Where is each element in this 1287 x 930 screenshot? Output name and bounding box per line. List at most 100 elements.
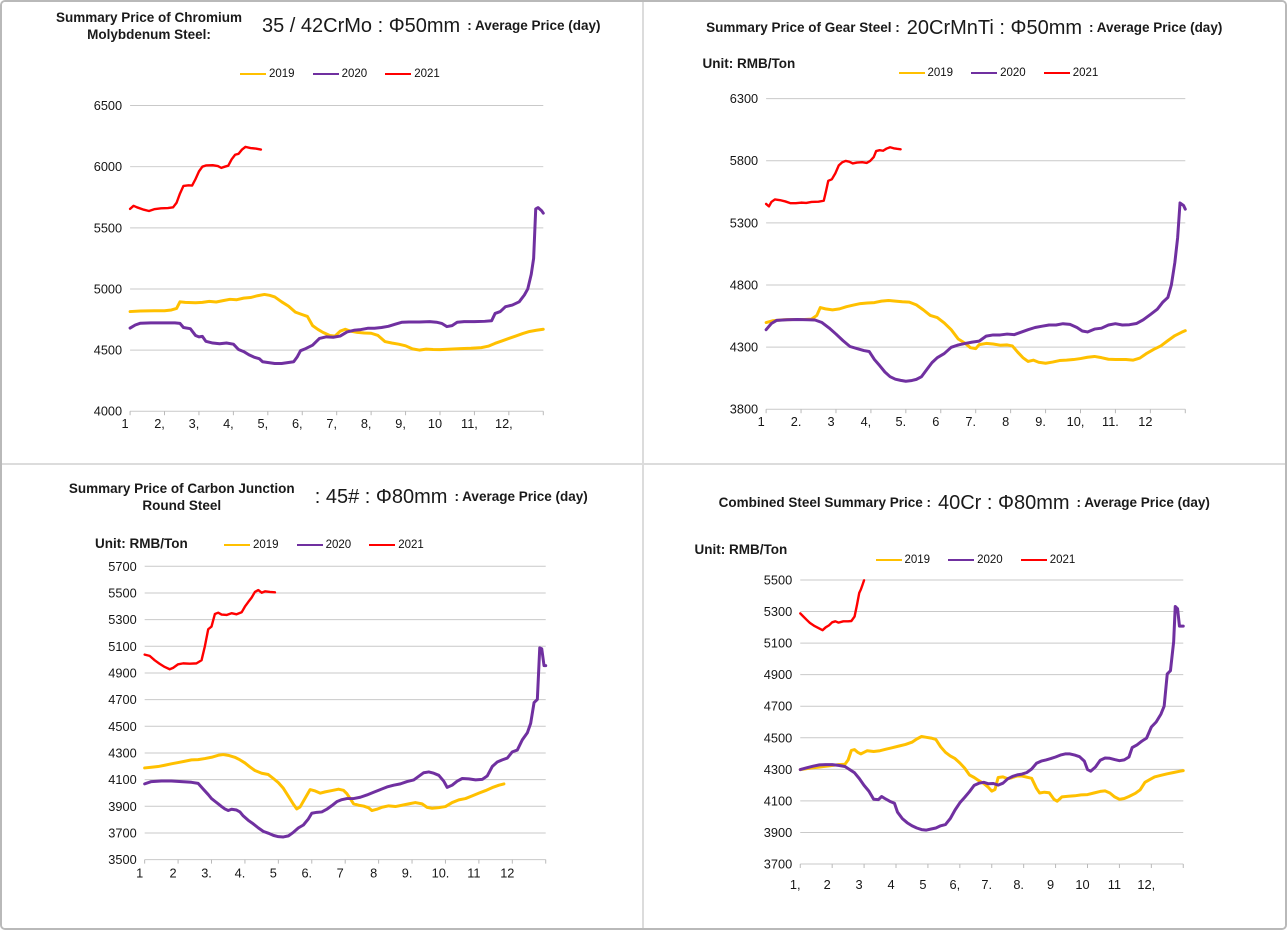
chart-title-prefix: Summary Price of Gear Steel : [706, 20, 900, 36]
x-axis-tick-label: 3 [827, 414, 834, 429]
legend-item-2020: 2020 [948, 554, 1003, 566]
x-axis-tick-label: 6, [292, 416, 303, 431]
x-axis-tick-label: 12, [1137, 877, 1155, 892]
series-line-2020 [798, 605, 1185, 832]
x-axis-tick-label: 7. [965, 414, 976, 429]
x-axis-tick-label: 3. [201, 866, 212, 881]
chart-panel-chromium-molybdenum-steel: Summary Price of Chromium Molybdenum Ste… [2, 2, 644, 465]
y-axis-tick-label: 4700 [763, 699, 791, 714]
y-axis-tick-label: 5700 [108, 559, 136, 574]
legend-label: 2019 [904, 554, 931, 566]
legend-item-2021: 2021 [385, 68, 440, 80]
plot-area: 6500 6000 5500 5000 4500 4000 1 2, 3, 4, 5, 6, 7, 8, 9… [2, 2, 642, 463]
y-axis-tick-label: 4300 [108, 745, 136, 760]
y-axis-tick-label: 4500 [94, 343, 122, 358]
legend-swatch-2020 [971, 71, 998, 75]
y-axis-tick-label: 4500 [763, 730, 791, 745]
legend-item-2019: 2019 [224, 539, 279, 551]
x-axis-tick-label: 3 [855, 877, 862, 892]
chart-title-prefix: Combined Steel Summary Price : [718, 495, 931, 511]
x-axis-tick-label: 6. [301, 866, 312, 881]
y-axis-tick-label: 3900 [763, 825, 791, 840]
y-axis-tick-label: 3900 [108, 799, 136, 814]
x-axis-tick-label: 8. [1013, 877, 1024, 892]
series-line-2019 [143, 753, 506, 813]
x-axis-tick-label: 11 [467, 866, 480, 881]
x-axis-tick-label: 12 [500, 866, 514, 881]
legend-swatch-2021 [1020, 558, 1047, 562]
plot-area: 6300 5800 5300 4800 4300 3800 1 2. 3 4, 5. 6 7. 8 9. 10… [644, 2, 1286, 463]
y-axis-tick-label: 3800 [729, 402, 757, 417]
chart-title: Summary Price of Gear Steel : 20CrMnTi :… [644, 17, 1286, 40]
legend-label: 2020 [325, 539, 352, 551]
x-axis-tick-label: 12, [495, 416, 513, 431]
legend-label: 2019 [253, 539, 279, 551]
chart-title-suffix: : Average Price (day) [454, 489, 588, 505]
chart-title-prefix: Summary Price of Carbon Junction Round S… [68, 481, 295, 513]
legend-label: 2019 [927, 67, 954, 79]
y-axis-tick-label: 3700 [763, 857, 791, 872]
y-axis-tick-label: 4300 [729, 340, 757, 355]
y-axis-tick-label: 5100 [763, 636, 791, 651]
series-line-2020 [128, 206, 545, 366]
legend-swatch-2021 [1043, 71, 1070, 75]
x-axis-tick-label: 2 [170, 866, 177, 881]
chart-title-main: 35 / 42CrMo : Φ50mm [261, 15, 461, 38]
chart-panel-gear-steel: Summary Price of Gear Steel : 20CrMnTi :… [643, 2, 1286, 465]
y-axis-tick-label: 4300 [763, 762, 791, 777]
legend: 2019 2020 2021 [240, 68, 440, 80]
y-axis-tick-label: 4700 [108, 692, 136, 707]
chart-title-suffix: : Average Price (day) [1089, 20, 1223, 36]
x-axis-tick-label: 1 [136, 866, 143, 881]
x-axis-tick-label: 6 [932, 414, 939, 429]
legend-item-2019: 2019 [240, 68, 295, 80]
legend-item-2021: 2021 [369, 539, 424, 551]
y-axis-tick-label: 4100 [108, 772, 136, 787]
y-axis-tick-label: 4900 [763, 667, 791, 682]
x-axis-tick-label: 1 [122, 416, 129, 431]
legend-label: 2021 [1049, 554, 1076, 566]
legend-label: 2020 [977, 554, 1003, 566]
x-axis-tick-label: 4 [887, 877, 894, 892]
plot-area: 5700 5500 5300 5100 4900 4700 4500 4300 4100 3900… [2, 465, 642, 928]
x-axis-tick-label: 1, [789, 877, 800, 892]
y-axis-tick-label: 6300 [729, 91, 757, 106]
y-axis-tick-label: 5300 [729, 215, 757, 230]
x-axis-tick-label: 4, [860, 414, 871, 429]
legend-swatch-2020 [948, 558, 975, 562]
unit-label: Unit: RMB/Ton [95, 536, 188, 551]
y-axis-tick-label: 3700 [108, 825, 136, 840]
legend-item-2020: 2020 [296, 539, 352, 551]
legend: 2019 2020 2021 [224, 539, 424, 551]
x-axis-tick-label: 8, [361, 416, 372, 431]
y-axis-tick-label: 4500 [108, 719, 136, 734]
y-axis-tick-label: 5500 [94, 220, 122, 235]
x-axis-tick-label: 2, [154, 416, 165, 431]
chart-title: Summary Price of Chromium Molybdenum Ste… [2, 10, 642, 44]
x-axis-tick-label: 10, [1066, 414, 1084, 429]
legend-label: 2020 [1000, 67, 1026, 79]
y-axis-tick-label: 5800 [729, 153, 757, 168]
y-axis-tick-label: 4100 [763, 793, 791, 808]
unit-label: Unit: RMB/Ton [702, 56, 796, 71]
chart-title-suffix: : Average Price (day) [467, 18, 601, 34]
legend-label: 2021 [1072, 67, 1099, 79]
x-axis-tick-label: 5 [270, 866, 277, 881]
chart-title-main: 40Cr : Φ80mm [937, 492, 1070, 514]
y-axis-tick-label: 5500 [763, 573, 791, 588]
series-line-2021 [128, 145, 263, 213]
legend-swatch-2019 [224, 543, 250, 547]
x-axis-tick-label: 9. [1035, 414, 1046, 429]
x-axis-tick-label: 9. [402, 866, 413, 881]
x-axis-tick-label: 5. [895, 414, 906, 429]
legend-swatch-2019 [240, 72, 266, 76]
x-axis-tick-label: 8 [370, 866, 377, 881]
x-axis-tick-label: 3, [189, 416, 200, 431]
y-axis-tick-label: 5300 [108, 612, 136, 627]
legend-label: 2021 [398, 539, 424, 551]
x-axis-tick-label: 5, [258, 416, 269, 431]
series-line-2020 [764, 201, 1187, 383]
legend-item-2020: 2020 [971, 67, 1026, 79]
x-axis-tick-label: 4, [223, 416, 234, 431]
